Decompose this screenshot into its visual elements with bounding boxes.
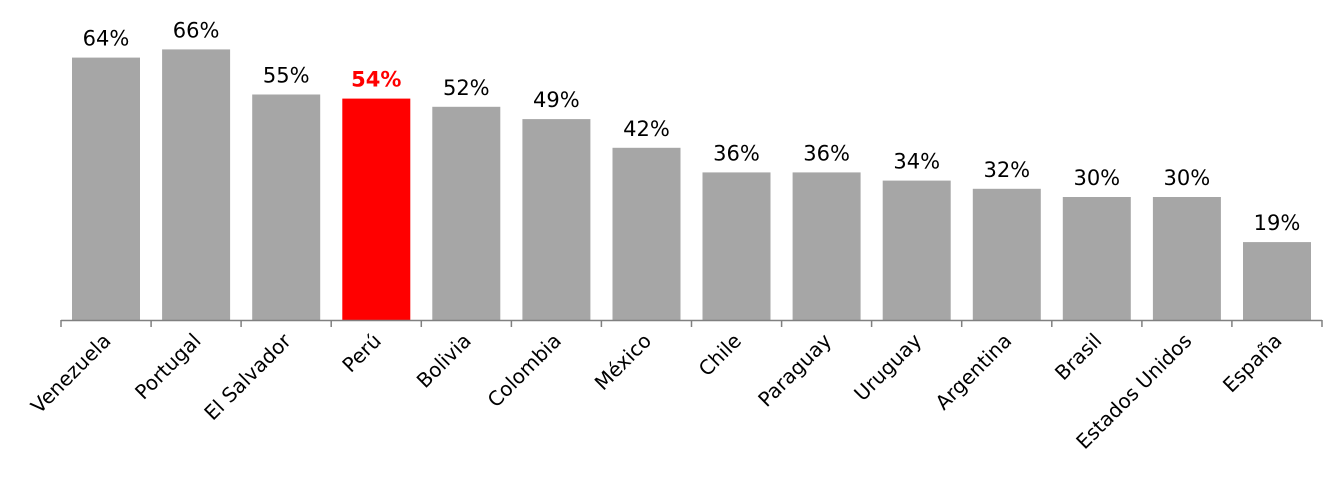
bar-uruguay bbox=[882, 180, 951, 320]
bar-bolivia bbox=[432, 106, 501, 320]
tick-label-argentina: Argentina bbox=[930, 329, 1016, 415]
value-label-uruguay: 34% bbox=[893, 150, 940, 174]
tick-label-mexico: México bbox=[590, 329, 656, 395]
bar-portugal bbox=[162, 49, 231, 321]
tick-label-peru: Perú bbox=[337, 329, 385, 377]
bar-el-salvador bbox=[252, 94, 321, 320]
value-label-colombia: 49% bbox=[533, 88, 580, 112]
x-axis bbox=[60, 319, 1323, 327]
bar-brasil bbox=[1062, 197, 1131, 320]
value-label-brasil: 30% bbox=[1073, 166, 1120, 190]
tick-label-paraguay: Paraguay bbox=[753, 328, 836, 411]
value-label-mexico: 42% bbox=[623, 117, 670, 141]
bar-colombia bbox=[522, 119, 591, 320]
value-labels-group: 64% 66% 55% 54% 52% 49% 42% 36% 36% 34% 32% 30% 30% 1… bbox=[83, 18, 1301, 235]
tick-label-bolivia: Bolivia bbox=[412, 329, 476, 393]
value-label-estados-unidos: 30% bbox=[1164, 166, 1211, 190]
tick-label-chile: Chile bbox=[694, 329, 746, 381]
tick-label-portugal: Portugal bbox=[130, 329, 206, 405]
bars-group bbox=[72, 49, 1311, 321]
bar-venezuela bbox=[72, 57, 140, 320]
tick-label-el-salvador: El Salvador bbox=[199, 328, 296, 425]
tick-label-brasil: Brasil bbox=[1050, 329, 1106, 385]
value-label-chile: 36% bbox=[713, 141, 760, 165]
value-label-paraguay: 36% bbox=[803, 141, 850, 165]
value-label-peru: 54% bbox=[351, 68, 401, 92]
value-label-venezuela: 64% bbox=[83, 27, 130, 51]
tick-label-uruguay: Uruguay bbox=[849, 328, 926, 405]
bar-chile bbox=[702, 172, 771, 320]
value-label-argentina: 32% bbox=[983, 158, 1030, 182]
value-label-bolivia: 52% bbox=[443, 76, 490, 100]
value-label-portugal: 66% bbox=[173, 18, 220, 42]
bar-estados-unidos bbox=[1152, 197, 1221, 320]
tick-label-espana: España bbox=[1218, 329, 1287, 398]
bar-peru bbox=[342, 98, 411, 320]
value-label-el-salvador: 55% bbox=[263, 64, 310, 88]
value-label-espana: 19% bbox=[1254, 211, 1301, 235]
bar-argentina bbox=[972, 188, 1041, 320]
tick-label-venezuela: Venezuela bbox=[26, 329, 116, 419]
bar-espana bbox=[1243, 242, 1311, 320]
bar-mexico bbox=[612, 147, 681, 320]
bar-paraguay bbox=[792, 172, 861, 320]
tick-label-colombia: Colombia bbox=[483, 329, 566, 412]
